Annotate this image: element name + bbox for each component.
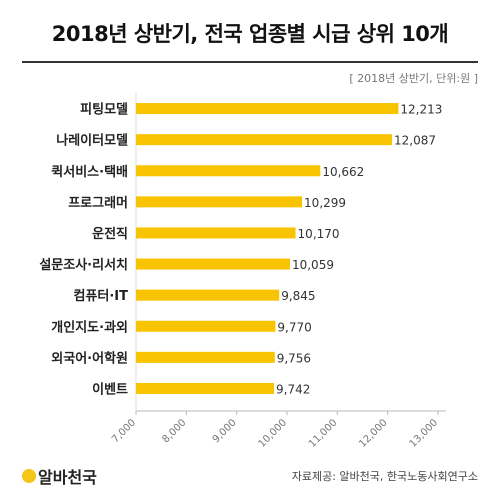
category-label: 외국어·어학원 xyxy=(51,350,128,366)
category-label: 개인지도·과외 xyxy=(51,319,128,335)
value-label: 10,059 xyxy=(292,258,334,272)
x-tick-label: 8,000 xyxy=(160,417,188,445)
category-label: 설문조사·리서치 xyxy=(39,257,128,273)
value-label: 12,087 xyxy=(394,134,436,148)
category-label: 이벤트 xyxy=(92,381,128,397)
x-tick-label: 9,000 xyxy=(211,417,239,445)
source-note: 자료제공: 알바천국, 한국노동사회연구소 xyxy=(291,470,478,483)
chart-title: 2018년 상반기, 전국 업종별 시급 상위 10개 xyxy=(51,22,449,46)
title-divider xyxy=(22,61,478,63)
category-label: 컴퓨터·IT xyxy=(73,288,128,304)
bar xyxy=(136,382,275,394)
value-label: 10,662 xyxy=(322,165,364,179)
x-tick-label: 10,000 xyxy=(257,417,290,450)
category-label: 나레이터모델 xyxy=(56,133,128,149)
bar xyxy=(136,134,393,146)
x-tick-label: 11,000 xyxy=(307,417,340,450)
value-label: 9,770 xyxy=(277,320,311,334)
x-tick-label: 7,000 xyxy=(110,417,138,445)
bar xyxy=(136,196,303,208)
category-label: 프로그래머 xyxy=(68,195,128,211)
bar xyxy=(136,227,296,239)
category-label: 피팅모델 xyxy=(80,102,128,118)
unit-note: [ 2018년 상반기, 단위:원 ] xyxy=(349,72,478,85)
bar xyxy=(136,289,280,301)
category-label: 운전직 xyxy=(92,226,128,242)
value-label: 9,845 xyxy=(281,289,315,303)
value-label: 9,742 xyxy=(276,382,310,396)
bar xyxy=(136,320,276,332)
value-label: 12,213 xyxy=(400,103,442,117)
brand-icon xyxy=(22,469,36,483)
bar xyxy=(136,103,399,115)
x-tick-label: 12,000 xyxy=(357,417,390,450)
category-label: 퀵서비스·택배 xyxy=(51,164,128,180)
value-label: 10,170 xyxy=(298,227,340,241)
brand-name: 알바천국 xyxy=(38,468,97,487)
bar xyxy=(136,351,275,363)
brand-logo: 알바천국 xyxy=(22,464,97,488)
value-label: 9,756 xyxy=(277,351,311,365)
bar xyxy=(136,258,290,270)
x-tick-label: 13,000 xyxy=(408,417,441,450)
bar xyxy=(136,165,321,177)
value-label: 10,299 xyxy=(304,196,346,210)
bar-chart: 피팅모델 12,213 나레이터모델 12,087 퀵서비스·택배 10,662 프로그래머… xyxy=(39,93,446,450)
